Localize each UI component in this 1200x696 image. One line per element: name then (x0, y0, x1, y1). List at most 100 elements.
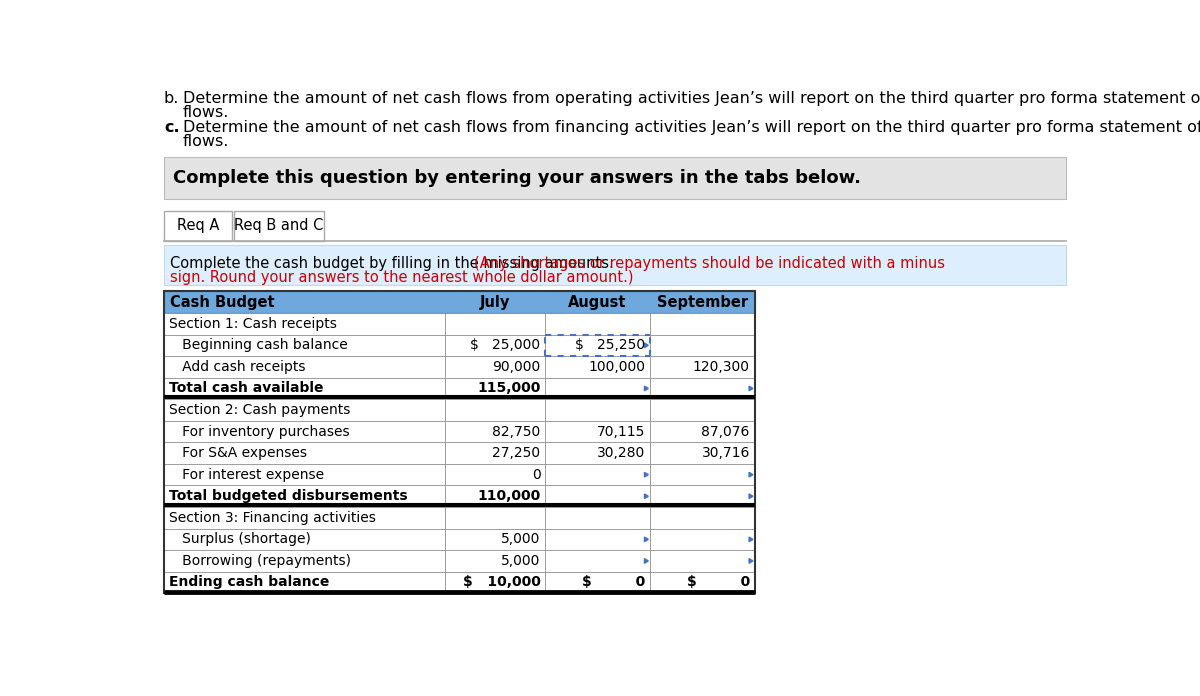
Bar (650, 356, 755, 378)
Text: flows.: flows. (182, 105, 229, 120)
Bar (164, 507, 444, 528)
Text: Determine the amount of net cash flows from financing activities Jean’s will rep: Determine the amount of net cash flows f… (182, 120, 1200, 136)
Bar (650, 400, 755, 421)
Bar (164, 421, 444, 443)
Text: flows.: flows. (182, 134, 229, 150)
Bar (164, 571, 444, 593)
Bar (444, 443, 545, 464)
Text: Section 3: Financing activities: Section 3: Financing activities (168, 511, 376, 525)
Polygon shape (644, 386, 648, 390)
Bar (164, 443, 444, 464)
Bar (444, 528, 545, 550)
Bar (444, 507, 545, 528)
Bar (545, 528, 650, 550)
Text: Section 2: Cash payments: Section 2: Cash payments (168, 403, 350, 417)
Bar (444, 486, 545, 507)
Text: b.: b. (164, 91, 179, 106)
Polygon shape (644, 559, 648, 563)
Bar (164, 292, 755, 313)
Text: Add cash receipts: Add cash receipts (168, 360, 305, 374)
Text: August: August (569, 294, 626, 310)
Text: $   10,000: $ 10,000 (463, 576, 541, 590)
Bar (164, 292, 755, 593)
Text: 120,300: 120,300 (692, 360, 750, 374)
Text: Cash Budget: Cash Budget (170, 294, 275, 310)
Bar (650, 550, 755, 571)
Text: 27,250: 27,250 (492, 446, 541, 460)
Text: 110,000: 110,000 (478, 489, 541, 503)
Bar (545, 313, 650, 335)
Bar (650, 313, 755, 335)
Bar (545, 356, 650, 378)
Polygon shape (749, 473, 752, 477)
Bar (545, 571, 650, 593)
Bar (444, 571, 545, 593)
Text: 90,000: 90,000 (492, 360, 541, 374)
Bar (444, 550, 545, 571)
Polygon shape (749, 559, 752, 563)
Bar (164, 400, 444, 421)
Text: $         0: $ 0 (582, 576, 646, 590)
Text: c.: c. (164, 120, 180, 136)
Bar (444, 335, 545, 356)
Text: sign. Round your answers to the nearest whole dollar amount.): sign. Round your answers to the nearest … (170, 270, 634, 285)
Bar (650, 507, 755, 528)
Text: July: July (480, 294, 510, 310)
Bar (650, 443, 755, 464)
Text: Complete the cash budget by filling in the missing amounts.: Complete the cash budget by filling in t… (170, 256, 614, 271)
Bar (444, 464, 545, 486)
Text: Req B and C: Req B and C (234, 219, 324, 233)
Text: Total cash available: Total cash available (168, 381, 323, 395)
Polygon shape (749, 537, 752, 541)
Text: For interest expense: For interest expense (168, 468, 324, 482)
Text: Complete this question by entering your answers in the tabs below.: Complete this question by entering your … (173, 169, 862, 187)
Bar (164, 528, 444, 550)
Text: 0: 0 (532, 468, 541, 482)
Text: 5,000: 5,000 (502, 532, 541, 546)
Polygon shape (644, 473, 648, 477)
Bar (545, 507, 650, 528)
Polygon shape (749, 386, 752, 390)
Text: Req A: Req A (176, 219, 220, 233)
Bar (545, 464, 650, 486)
Bar (164, 378, 444, 400)
Bar (545, 421, 650, 443)
Text: For inventory purchases: For inventory purchases (168, 425, 349, 438)
Polygon shape (644, 343, 648, 347)
Text: (Any shortages or repayments should be indicated with a minus: (Any shortages or repayments should be i… (474, 256, 944, 271)
Text: 30,716: 30,716 (702, 446, 750, 460)
Bar (164, 313, 444, 335)
Text: 70,115: 70,115 (596, 425, 646, 438)
Text: Beginning cash balance: Beginning cash balance (168, 338, 347, 352)
Text: $   25,000: $ 25,000 (470, 338, 541, 352)
Text: $   25,250: $ 25,250 (575, 338, 646, 352)
Text: For S&A expenses: For S&A expenses (168, 446, 307, 460)
Bar (650, 421, 755, 443)
Bar (164, 157, 1066, 199)
Text: 87,076: 87,076 (702, 425, 750, 438)
Bar (164, 464, 444, 486)
Bar (164, 211, 232, 242)
Text: 30,280: 30,280 (596, 446, 646, 460)
Text: 5,000: 5,000 (502, 554, 541, 568)
Bar (650, 571, 755, 593)
Text: 100,000: 100,000 (588, 360, 646, 374)
Bar (545, 443, 650, 464)
Bar (650, 464, 755, 486)
Text: 82,750: 82,750 (492, 425, 541, 438)
Bar (164, 356, 444, 378)
Text: Determine the amount of net cash flows from operating activities Jean’s will rep: Determine the amount of net cash flows f… (182, 91, 1200, 106)
Bar (650, 335, 755, 356)
Polygon shape (644, 494, 648, 498)
Bar (545, 378, 650, 400)
Bar (164, 550, 444, 571)
Text: Total budgeted disbursements: Total budgeted disbursements (168, 489, 407, 503)
Bar (444, 400, 545, 421)
Bar (650, 378, 755, 400)
Bar (444, 378, 545, 400)
Polygon shape (749, 494, 752, 498)
Bar (444, 421, 545, 443)
Bar (545, 400, 650, 421)
Text: Ending cash balance: Ending cash balance (168, 576, 329, 590)
Polygon shape (644, 537, 648, 541)
